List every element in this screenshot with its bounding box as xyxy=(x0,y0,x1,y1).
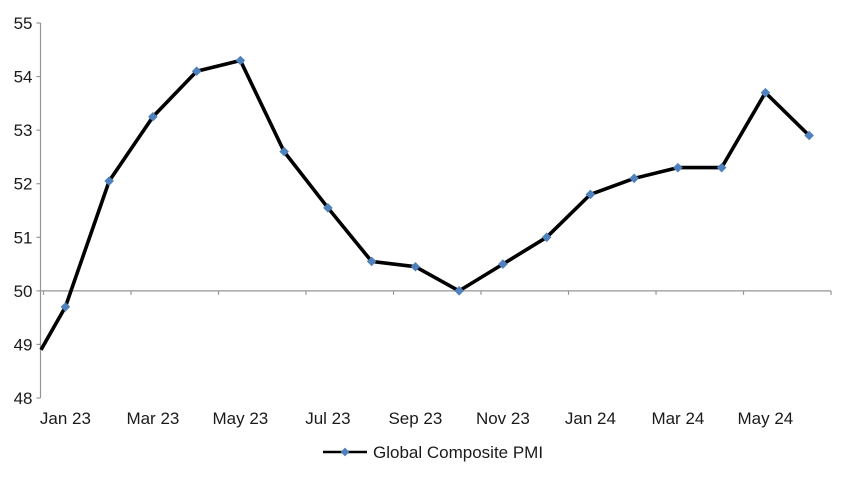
pmi-series-line xyxy=(39,58,811,351)
x-axis-tick-label: Jul 23 xyxy=(305,409,350,428)
x-axis-tick-label: Mar 23 xyxy=(126,409,179,428)
data-point-marker xyxy=(673,162,683,173)
data-point-marker xyxy=(804,130,814,141)
x-axis-tick-label: May 24 xyxy=(738,409,794,428)
y-axis-tick-label: 48 xyxy=(14,389,33,408)
y-axis-tick-label: 51 xyxy=(14,228,33,247)
data-point-marker xyxy=(585,189,596,200)
data-point-marker xyxy=(323,203,333,213)
data-point-marker xyxy=(410,261,421,272)
data-point-marker xyxy=(541,232,552,243)
legend-diamond-icon xyxy=(340,447,350,457)
data-point-marker xyxy=(60,302,71,312)
data-point-marker xyxy=(716,162,727,173)
y-axis-tick-label: 55 xyxy=(14,14,33,33)
y-axis-tick-label: 50 xyxy=(14,282,33,301)
data-point-marker xyxy=(191,66,202,77)
x-axis-tick-label: Nov 23 xyxy=(476,409,530,428)
x-axis-tick-label: Sep 23 xyxy=(388,409,442,428)
data-point-marker xyxy=(454,286,464,296)
data-point-marker xyxy=(498,259,508,269)
data-point-marker xyxy=(279,146,289,157)
x-axis-tick-label: Jan 23 xyxy=(40,409,91,428)
legend-label: Global Composite PMI xyxy=(373,443,543,462)
data-point-marker xyxy=(104,176,114,186)
y-axis-tick-label: 49 xyxy=(14,335,33,354)
x-axis-tick-label: Jan 24 xyxy=(565,409,616,428)
y-axis-tick-label: 54 xyxy=(14,68,33,87)
y-axis-tick-label: 53 xyxy=(14,121,33,140)
data-point-marker xyxy=(235,55,246,66)
x-axis-tick-label: Mar 24 xyxy=(651,409,704,428)
data-point-marker xyxy=(148,111,158,122)
x-axis-tick-label: May 23 xyxy=(213,409,269,428)
data-point-marker xyxy=(760,87,771,98)
data-point-marker xyxy=(366,256,377,267)
data-point-marker xyxy=(629,173,639,184)
y-axis-tick-label: 52 xyxy=(14,175,33,194)
